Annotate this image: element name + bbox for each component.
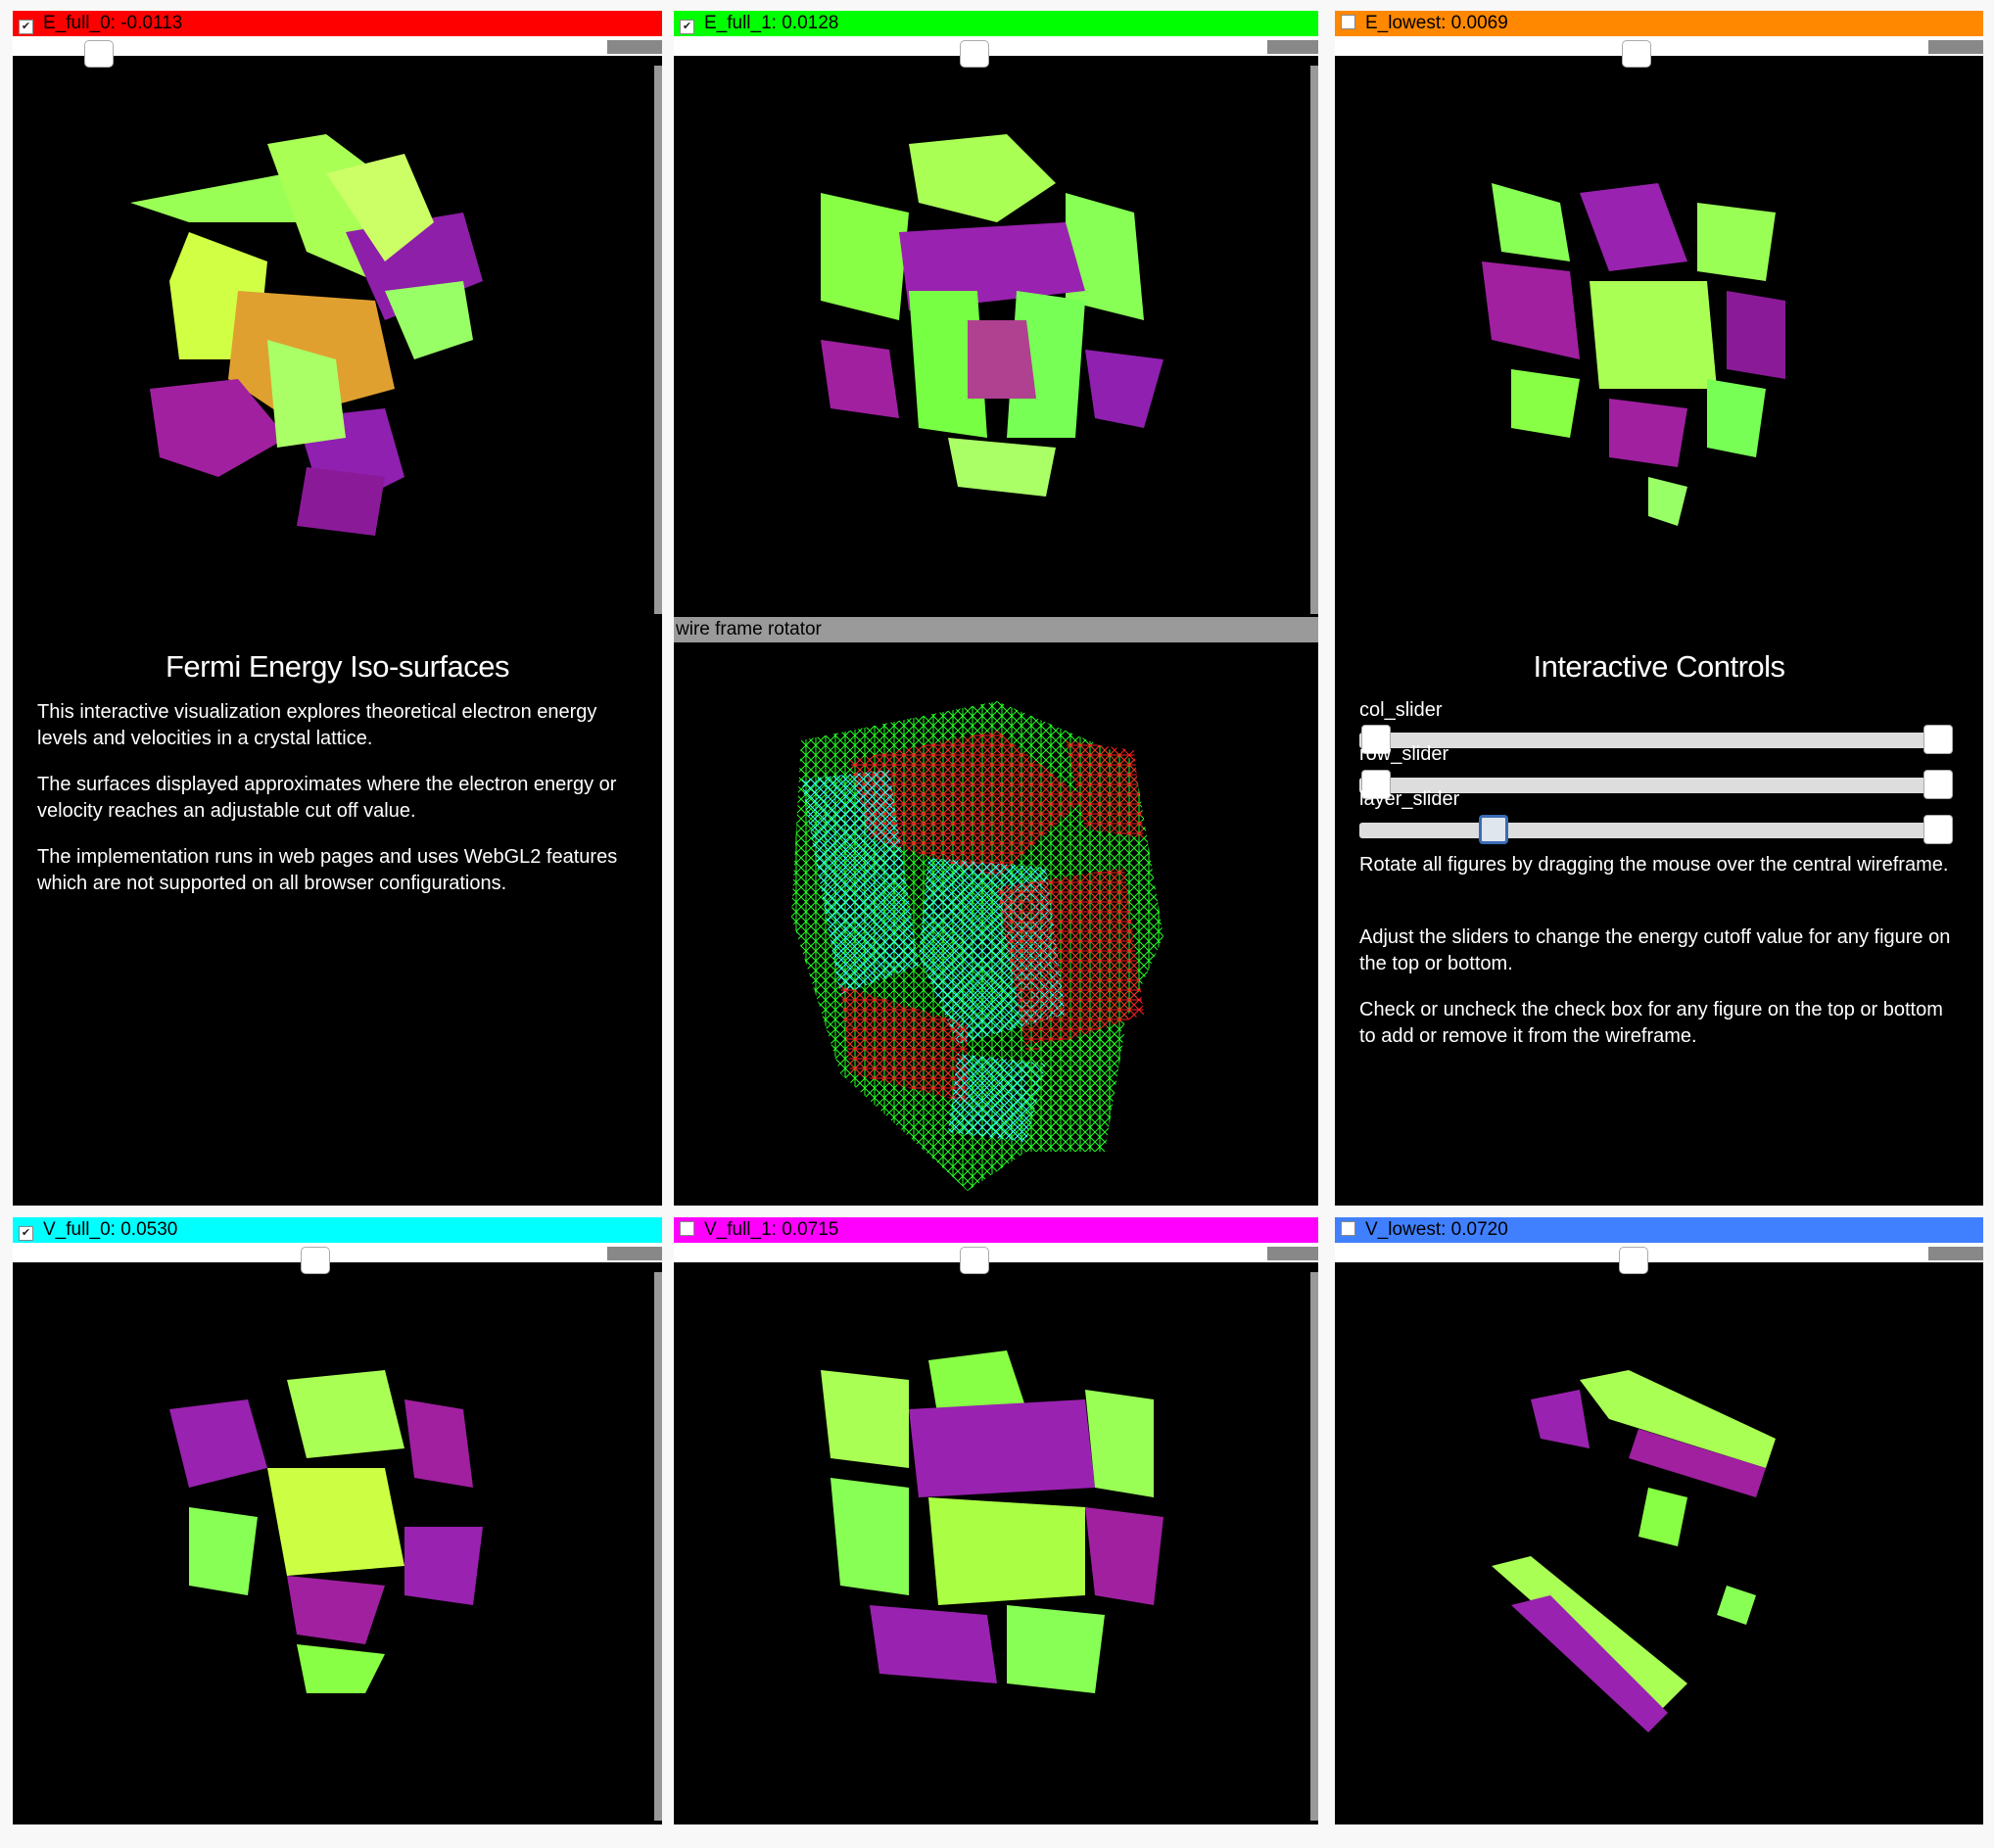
checkbox-icon[interactable] (680, 1221, 694, 1236)
panel-e-lowest: E_lowest: 0.0069 Interactive Controls co… (1335, 11, 1983, 1206)
panel-label: E_full_1: 0.0128 (704, 13, 839, 33)
intro-paragraph-3: The implementation runs in web pages and… (37, 846, 618, 894)
iso-surface-view[interactable] (13, 1272, 662, 1824)
slider-knob[interactable] (1622, 40, 1651, 68)
col-slider-label: col_slider (1359, 699, 1443, 721)
panel-e-full-1: ✔ E_full_1: 0.0128 (674, 11, 1318, 618)
page-title: Fermi Energy Iso-surfaces (166, 649, 510, 684)
intro-text: Fermi Energy Iso-surfaces This interacti… (13, 11, 662, 1206)
row-slider[interactable] (1359, 770, 1953, 799)
panel-label: V_full_1: 0.0715 (704, 1219, 839, 1240)
controls-title: Interactive Controls (1533, 649, 1785, 684)
panel-v-lowest: V_lowest: 0.0720 (1335, 1217, 1983, 1824)
layer-slider[interactable] (1359, 815, 1953, 844)
iso-surface-view[interactable] (674, 1272, 1318, 1824)
iso-surface-view[interactable] (1335, 66, 1983, 624)
cutoff-slider[interactable] (13, 36, 662, 68)
col-slider-end-knob[interactable] (1923, 725, 1953, 754)
checkbox-icon[interactable]: ✔ (680, 20, 694, 34)
panel-header: ✔ E_full_1: 0.0128 (674, 11, 1318, 36)
col-slider-knob[interactable] (1361, 725, 1391, 754)
wireframe-view[interactable] (674, 642, 1318, 1206)
scrollbar[interactable] (654, 1272, 662, 1821)
controls-panel: Interactive Controls col_slider row_slid… (1335, 11, 1983, 1206)
intro-paragraph-2: The surfaces displayed approximates wher… (37, 774, 617, 822)
scrollbar[interactable] (1310, 1272, 1318, 1821)
panel-e-full-0: ✔ E_full_0: -0.0113 Fermi Energy Iso-surf… (13, 11, 662, 1206)
panel-label: E_full_0: -0.0113 (43, 13, 183, 33)
scrollbar[interactable] (654, 66, 662, 614)
checkbox-icon[interactable] (1341, 15, 1355, 29)
intro-paragraph-1: This interactive visualization explores … (37, 701, 597, 749)
panel-header: V_lowest: 0.0720 (1335, 1217, 1983, 1243)
slider-knob[interactable] (84, 40, 114, 68)
slider-knob[interactable] (1619, 1247, 1648, 1274)
panel-header: ✔ V_full_0: 0.0530 (13, 1217, 662, 1243)
iso-surface-view[interactable] (13, 66, 662, 614)
checkbox-icon[interactable]: ✔ (19, 1226, 33, 1241)
checkbox-icon[interactable] (1341, 1221, 1355, 1236)
panel-label: E_lowest: 0.0069 (1365, 13, 1508, 33)
cutoff-slider[interactable] (1335, 36, 1983, 68)
slider-knob[interactable] (960, 40, 989, 68)
scrollbar[interactable] (1310, 66, 1318, 614)
col-slider[interactable] (1359, 725, 1953, 754)
row-slider-knob[interactable] (1361, 770, 1391, 799)
panel-header: E_lowest: 0.0069 (1335, 11, 1983, 36)
cutoff-slider[interactable] (13, 1243, 662, 1274)
panel-v-full-0: ✔ V_full_0: 0.0530 (13, 1217, 662, 1824)
iso-surface-view[interactable] (674, 66, 1318, 618)
layer-slider-label: layer_slider (1359, 788, 1460, 810)
checkbox-icon[interactable]: ✔ (19, 20, 33, 34)
wireframe-rotator-panel[interactable]: wire frame rotator (674, 617, 1318, 1206)
controls-paragraph-3: Check or uncheck the check box for any f… (1359, 999, 1943, 1047)
panel-header: V_full_1: 0.0715 (674, 1217, 1318, 1243)
panel-label: V_full_0: 0.0530 (43, 1219, 178, 1240)
wireframe-label: wire frame rotator (676, 619, 822, 640)
panel-label: V_lowest: 0.0720 (1365, 1219, 1508, 1240)
controls-paragraph-1: Rotate all figures by dragging the mouse… (1359, 854, 1949, 876)
cutoff-slider[interactable] (674, 36, 1318, 68)
slider-knob[interactable] (960, 1247, 989, 1274)
row-slider-end-knob[interactable] (1923, 770, 1953, 799)
wireframe-header: wire frame rotator (674, 617, 1318, 642)
controls-paragraph-2: Adjust the sliders to change the energy … (1359, 926, 1951, 974)
panel-v-full-1: V_full_1: 0.0715 (674, 1217, 1318, 1824)
cutoff-slider[interactable] (674, 1243, 1318, 1274)
layer-slider-knob[interactable] (1479, 815, 1508, 844)
iso-surface-view[interactable] (1335, 1272, 1983, 1824)
layer-slider-end-knob[interactable] (1923, 815, 1953, 844)
panel-header: ✔ E_full_0: -0.0113 (13, 11, 662, 36)
slider-knob[interactable] (301, 1247, 330, 1274)
cutoff-slider[interactable] (1335, 1243, 1983, 1274)
row-slider-label: row_slider (1359, 743, 1449, 765)
